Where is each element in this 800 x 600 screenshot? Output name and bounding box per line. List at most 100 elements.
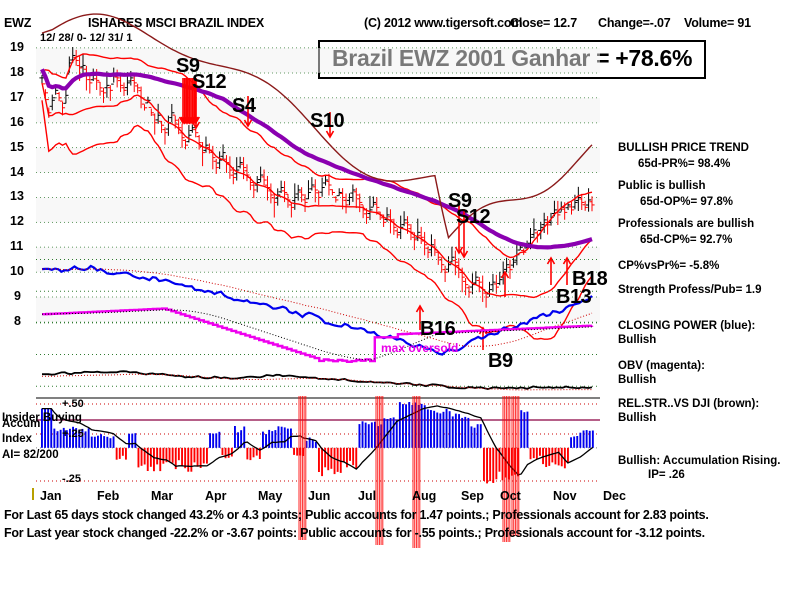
month-label-may: May bbox=[258, 489, 283, 503]
accum-bar bbox=[408, 402, 411, 448]
footer-line-lastyear: For Last year stock changed -22.2% or -3… bbox=[4, 526, 705, 540]
accum-bar bbox=[339, 447, 342, 473]
accum-bar bbox=[56, 431, 59, 448]
accum-bar bbox=[140, 447, 143, 466]
ohlc-bar bbox=[507, 259, 513, 279]
accum-bar bbox=[221, 447, 224, 455]
accum-bar bbox=[367, 424, 370, 448]
accum-bar bbox=[146, 447, 149, 471]
accum-bar bbox=[433, 410, 436, 448]
ohlc-bar bbox=[87, 76, 93, 94]
accum-bar bbox=[495, 447, 498, 480]
accum-bar bbox=[143, 447, 146, 465]
y-tick-18: 18 bbox=[10, 64, 24, 79]
accum-bar bbox=[504, 447, 507, 478]
cp-vs-pr-value: CP%vsPr%= -5.8% bbox=[618, 260, 720, 272]
accum-bar bbox=[171, 447, 174, 463]
accum-bar bbox=[591, 430, 594, 448]
accum-bar bbox=[305, 440, 308, 448]
ai-value-label: AI= 82/200 bbox=[2, 449, 59, 461]
accum-bar bbox=[78, 430, 81, 448]
accum-bar bbox=[392, 417, 395, 448]
accum-bar bbox=[420, 403, 423, 448]
y-tick-11: 11 bbox=[10, 239, 24, 254]
y-tick-13: 13 bbox=[10, 189, 24, 204]
accum-bar bbox=[112, 436, 115, 448]
ohlc-bar bbox=[326, 173, 332, 196]
accum-bar bbox=[125, 447, 127, 460]
accum-bar bbox=[324, 447, 327, 468]
accum-bar bbox=[274, 430, 277, 448]
accum-tick-minus-25: -.25 bbox=[62, 473, 81, 485]
ohlc-bar bbox=[162, 127, 168, 145]
accum-bar bbox=[411, 405, 414, 448]
sell-arrow-s9-right bbox=[454, 205, 464, 255]
moving-average-65d bbox=[40, 68, 593, 250]
lower-band-line bbox=[41, 82, 593, 299]
index-label: Index bbox=[2, 433, 33, 445]
accum-bar bbox=[458, 414, 460, 448]
accum-bar bbox=[330, 447, 333, 469]
ohlc-bar bbox=[309, 177, 315, 191]
month-label-nov: Nov bbox=[553, 489, 577, 503]
sell-arrow-s9 bbox=[191, 78, 201, 130]
accum-bar bbox=[532, 447, 535, 459]
ohlc-bar bbox=[579, 193, 585, 210]
signal-label-b18: B18 bbox=[572, 268, 608, 290]
ohlc-bar bbox=[370, 196, 376, 208]
accum-bar bbox=[479, 424, 482, 448]
signal-label-s12-a: S12 bbox=[192, 71, 227, 93]
ohlc-bar bbox=[63, 87, 69, 104]
signal-label-b16: B16 bbox=[420, 318, 456, 340]
grid-band bbox=[36, 247, 600, 273]
max-oversold-label: max oversold bbox=[381, 341, 459, 355]
insider-buying-label: Insider Buying bbox=[2, 412, 82, 424]
grid-band bbox=[36, 97, 600, 123]
accum-bar bbox=[582, 430, 585, 448]
accum-bar bbox=[296, 447, 299, 456]
accum-bar bbox=[165, 447, 168, 463]
accum-bar bbox=[308, 437, 311, 448]
ohlc-bar bbox=[271, 192, 277, 218]
accum-bar bbox=[290, 428, 292, 448]
accum-bar bbox=[355, 447, 358, 470]
accum-bar bbox=[59, 429, 62, 448]
accum-bar bbox=[476, 424, 479, 448]
ohlc-bar bbox=[203, 136, 209, 153]
ohlc-bar bbox=[275, 188, 281, 206]
accum-bar bbox=[81, 428, 84, 448]
accum-bar bbox=[314, 442, 317, 448]
sell-arrow-s4 bbox=[243, 96, 253, 128]
accum-bar bbox=[252, 447, 255, 458]
signal-label-b9: B9 bbox=[488, 350, 513, 372]
month-label-mar: Mar bbox=[151, 489, 174, 503]
ohlc-bar bbox=[186, 125, 192, 143]
accum-bar bbox=[542, 447, 544, 465]
ohlc-bar bbox=[261, 169, 267, 186]
accum-bar bbox=[318, 447, 320, 472]
accum-bar bbox=[529, 447, 532, 460]
accum-bar bbox=[451, 416, 454, 448]
ohlc-bar bbox=[196, 134, 202, 150]
ohlc-bar bbox=[155, 103, 161, 124]
signal-label-b13: B13 bbox=[556, 286, 592, 308]
month-label-aug: Aug bbox=[412, 489, 437, 503]
accum-bar bbox=[109, 438, 112, 448]
accum-bar bbox=[414, 402, 417, 448]
accum-bar bbox=[426, 409, 429, 448]
accum-bar bbox=[212, 433, 215, 448]
accum-bar bbox=[321, 447, 323, 477]
closing-power-title: CLOSING POWER (blue): bbox=[618, 320, 756, 332]
accum-bar bbox=[100, 434, 102, 448]
accum-bar bbox=[423, 405, 426, 448]
sell-arrow-s12-right bbox=[459, 209, 469, 259]
y-tick-12: 12 bbox=[10, 214, 24, 229]
accum-bar bbox=[50, 408, 53, 448]
month-label-feb: Feb bbox=[97, 489, 120, 503]
ohlc-bar bbox=[490, 273, 496, 292]
ohlc-bar bbox=[189, 124, 195, 133]
accum-bar bbox=[364, 422, 367, 448]
y-tick-9: 9 bbox=[14, 289, 21, 304]
accum-bar bbox=[464, 416, 467, 448]
